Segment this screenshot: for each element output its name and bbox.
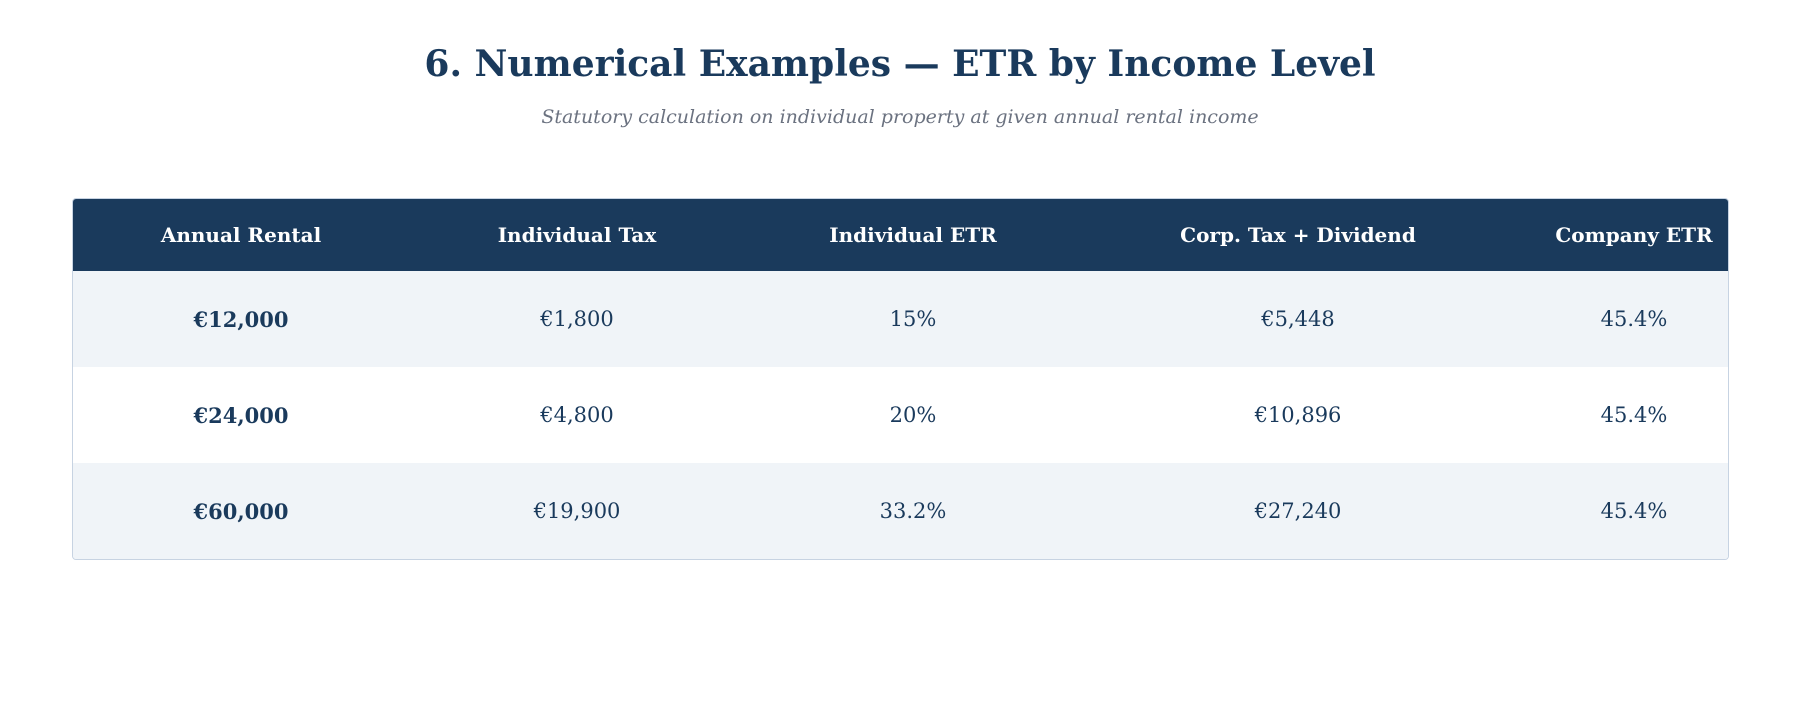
cell-corp-tax-dividend: €10,896 [1081,367,1515,463]
table-row: €24,000 €4,800 20% €10,896 45.4% [73,367,1728,463]
cell-annual-rental: €24,000 [73,367,409,463]
cell-individual-etr: 15% [745,271,1081,367]
cell-individual-tax: €4,800 [409,367,745,463]
cell-annual-rental: €12,000 [73,271,409,367]
page-subtitle: Statutory calculation on individual prop… [541,106,1259,128]
column-header-corp-tax-dividend: Corp. Tax + Dividend [1081,199,1515,271]
cell-company-etr: 45.4% [1515,271,1728,367]
etr-table: Annual Rental Individual Tax Individual … [73,199,1728,559]
column-header-annual-rental: Annual Rental [73,199,409,271]
column-header-individual-tax: Individual Tax [409,199,745,271]
table-row: €12,000 €1,800 15% €5,448 45.4% [73,271,1728,367]
cell-company-etr: 45.4% [1515,463,1728,559]
cell-individual-tax: €1,800 [409,271,745,367]
table-row: €60,000 €19,900 33.2% €27,240 45.4% [73,463,1728,559]
cell-corp-tax-dividend: €27,240 [1081,463,1515,559]
page-title: 6. Numerical Examples — ETR by Income Le… [424,43,1376,85]
etr-table-container: Annual Rental Individual Tax Individual … [72,198,1729,560]
table-header-row: Annual Rental Individual Tax Individual … [73,199,1728,271]
cell-individual-etr: 20% [745,367,1081,463]
column-header-individual-etr: Individual ETR [745,199,1081,271]
cell-individual-etr: 33.2% [745,463,1081,559]
column-header-company-etr: Company ETR [1515,199,1728,271]
cell-company-etr: 45.4% [1515,367,1728,463]
cell-individual-tax: €19,900 [409,463,745,559]
cell-annual-rental: €60,000 [73,463,409,559]
cell-corp-tax-dividend: €5,448 [1081,271,1515,367]
